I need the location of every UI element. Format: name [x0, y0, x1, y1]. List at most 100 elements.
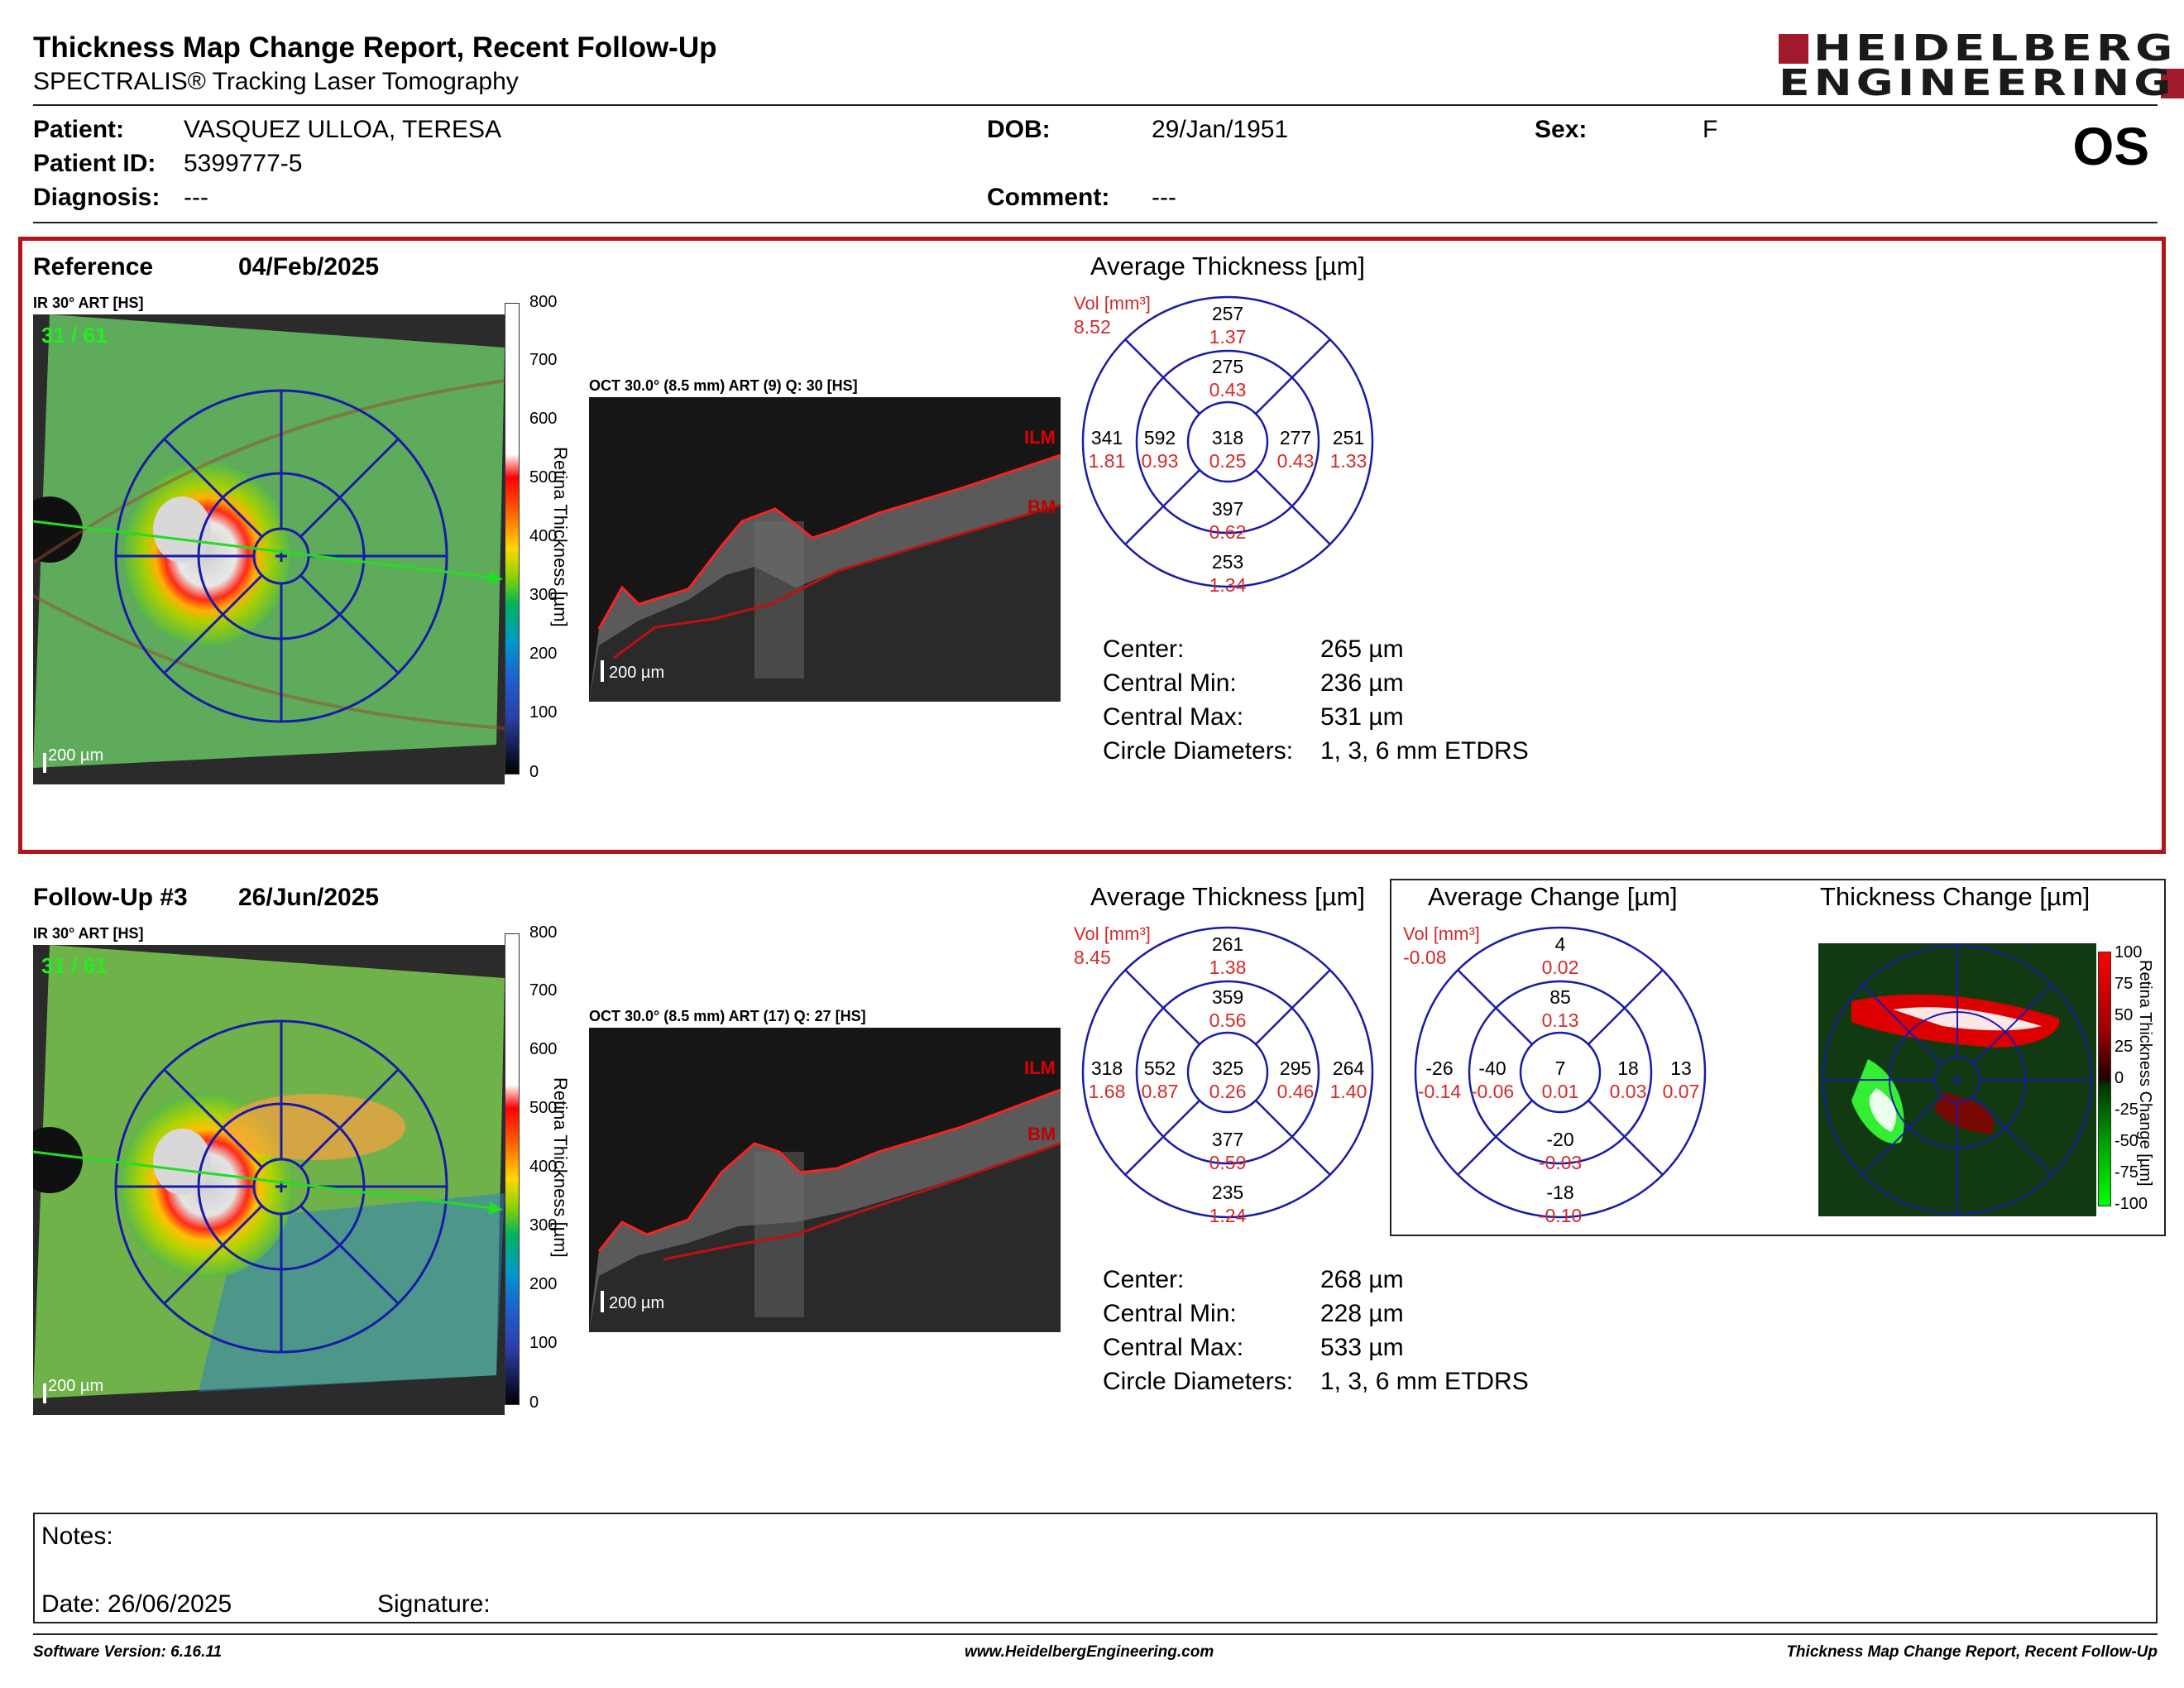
change-inner-bottom-vol: -0.03 — [1538, 1152, 1583, 1173]
followup-scale-label: 200 µm — [48, 1377, 104, 1395]
sector-center: 318 — [1211, 427, 1244, 448]
change-tick: 75 — [2115, 975, 2134, 993]
notes-label: Notes: — [41, 1523, 113, 1550]
sector-outer-left-vol: 1.81 — [1088, 450, 1126, 472]
website-link[interactable]: www.HeidelbergEngineering.com — [965, 1643, 1214, 1661]
followup-oct-scale: 200 µm — [609, 1294, 665, 1312]
scale-bar-icon — [43, 1383, 46, 1403]
change-outer-right-vol: 0.07 — [1662, 1081, 1700, 1102]
followup-ir-label: IR 30° ART [HS] — [33, 925, 144, 942]
sector-outer-left: 341 — [1090, 427, 1123, 448]
diagnosis-label: Diagnosis: — [33, 184, 160, 211]
reference-center-label: Center: — [1103, 635, 1185, 663]
sector-inner-top: 275 — [1211, 356, 1244, 377]
patient-id-label: Patient ID: — [33, 150, 156, 177]
reference-vol-total: 8.52 — [1074, 316, 1111, 338]
reference-ir-label: IR 30° ART [HS] — [33, 295, 144, 311]
sector-inner-right-vol: 0.43 — [1276, 450, 1315, 472]
change-title: Average Change [µm] — [1428, 882, 1678, 911]
sector-outer-bottom: 253 — [1211, 551, 1244, 573]
notes-box[interactable]: Notes: Date: 26/06/2025 Signature: — [33, 1513, 2158, 1623]
sector-outer-right: 251 — [1332, 427, 1365, 448]
scale-bar-icon — [601, 1291, 604, 1312]
followup-colorbar — [505, 933, 520, 1405]
colorbar-tick: 400 — [529, 527, 558, 545]
sector-center-vol: 0.25 — [1209, 450, 1247, 472]
report-subtitle: SPECTRALIS® Tracking Laser Tomography — [33, 68, 519, 95]
followup-colorbar-ticks: 800 700 600 500 400 300 200 100 0 — [521, 923, 571, 1415]
followup-vol-total: 8.45 — [1074, 947, 1111, 968]
change-colorbar — [2098, 952, 2111, 1206]
sector-inner-left: 592 — [1143, 427, 1176, 448]
followup-sector-values: 261 1.38 359 0.56 318 1.68 552 0.87 325 … — [1080, 925, 1375, 1226]
sector-outer-bottom-vol: 1.24 — [1209, 1205, 1247, 1226]
sector-inner-left-vol: 0.93 — [1141, 450, 1179, 472]
sector-outer-right-vol: 1.33 — [1329, 450, 1367, 472]
reference-oct-bscan: ILM BM 200 µm — [589, 397, 1061, 702]
colorbar-tick: 600 — [529, 410, 558, 428]
change-center-vol: 0.01 — [1541, 1081, 1579, 1102]
colorbar-tick: 800 — [529, 923, 558, 942]
cross-marker-icon — [1952, 1075, 1962, 1085]
patient-divider — [33, 222, 2158, 223]
change-tick: 0 — [2115, 1069, 2124, 1087]
change-outer-top: 4 — [1554, 933, 1566, 955]
logo-line1: HEIDELBERG — [1813, 27, 2177, 70]
change-inner-right-vol: 0.03 — [1609, 1081, 1647, 1102]
followup-date: 26/Jun/2025 — [238, 884, 380, 911]
dob-label: DOB: — [987, 116, 1051, 143]
reference-diam-label: Circle Diameters: — [1103, 737, 1294, 765]
scale-bar-icon — [43, 753, 46, 773]
colorbar-tick: 200 — [529, 645, 558, 663]
change-outer-top-vol: 0.02 — [1541, 957, 1579, 978]
change-inner-top-vol: 0.13 — [1541, 1009, 1579, 1031]
change-outer-left: -26 — [1425, 1057, 1454, 1079]
colorbar-tick: 500 — [529, 468, 558, 487]
followup-label: Follow-Up #3 — [33, 884, 188, 911]
change-etdrs-grid — [1414, 926, 1707, 1219]
logo-square-icon — [1779, 34, 1808, 64]
colorbar-tick: 100 — [529, 1334, 558, 1352]
colorbar-tick: 0 — [529, 763, 539, 781]
followup-center-value: 268 µm — [1320, 1266, 1404, 1293]
logo-square-icon — [2160, 69, 2184, 98]
change-vol-label: Vol [mm³] — [1403, 923, 1480, 944]
colorbar-tick: 800 — [529, 293, 558, 311]
comment-value: --- — [1152, 184, 1176, 211]
reference-min-value: 236 µm — [1320, 669, 1404, 697]
reference-ilm-label: ILM — [1024, 427, 1056, 448]
reference-etdrs-grid — [1081, 295, 1374, 588]
change-inner-top: 85 — [1549, 986, 1571, 1008]
followup-max-label: Central Max: — [1103, 1334, 1244, 1361]
change-vol-total: -0.08 — [1403, 947, 1447, 968]
reference-center-value: 265 µm — [1320, 635, 1404, 663]
colorbar-tick: 300 — [529, 1216, 558, 1235]
reference-frame-count: 31 / 61 — [41, 323, 108, 348]
change-inner-right: 18 — [1617, 1057, 1639, 1079]
sector-inner-top-vol: 0.43 — [1209, 379, 1247, 400]
followup-avg-title: Average Thickness [µm] — [1090, 882, 1366, 911]
change-tick: 50 — [2115, 1006, 2134, 1024]
change-colorbar-label: Retina Thickness Change [µm] — [2136, 960, 2154, 1187]
comment-label: Comment: — [987, 184, 1110, 211]
scan-arrow-icon — [33, 1150, 503, 1215]
scale-bar-icon — [601, 660, 604, 682]
change-tick: -100 — [2115, 1195, 2148, 1213]
reference-colorbar-ticks: 800 700 600 500 400 300 200 100 0 — [521, 293, 571, 784]
reference-oct-label: OCT 30.0° (8.5 mm) ART (9) Q: 30 [HS] — [589, 377, 858, 394]
change-tick: -50 — [2115, 1132, 2138, 1150]
diff-title: Thickness Change [µm] — [1820, 882, 2091, 911]
followup-oct-bscan: ILM BM 200 µm — [589, 1028, 1061, 1332]
eye-laterality: OS — [2072, 117, 2149, 176]
patient-name: VASQUEZ ULLOA, TERESA — [184, 116, 502, 143]
sector-inner-right-vol: 0.46 — [1276, 1081, 1315, 1102]
colorbar-tick: 100 — [529, 703, 558, 722]
sector-outer-top-vol: 1.38 — [1209, 957, 1247, 978]
sector-inner-right: 295 — [1279, 1057, 1312, 1079]
sector-outer-left-vol: 1.68 — [1088, 1081, 1126, 1102]
sector-inner-bottom-vol: 0.59 — [1209, 1152, 1247, 1173]
sector-inner-bottom: 397 — [1211, 498, 1244, 520]
patient-id: 5399777-5 — [184, 150, 303, 177]
change-tick: 100 — [2115, 943, 2143, 961]
software-version: Software Version: 6.16.11 — [33, 1643, 223, 1661]
